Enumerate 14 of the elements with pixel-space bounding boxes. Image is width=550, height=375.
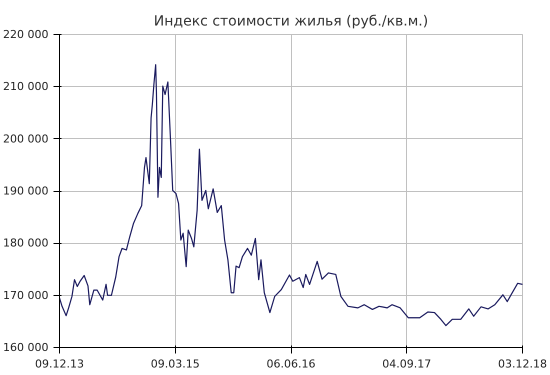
x-tick-label: 09.03.15 <box>150 358 200 370</box>
y-tick-label: 210 000 <box>3 80 49 94</box>
y-tick-label: 200 000 <box>3 132 49 146</box>
x-tick-label: 06.06.16 <box>266 358 316 370</box>
y-tick-label: 190 000 <box>3 184 49 198</box>
y-tick-label: 160 000 <box>3 341 49 354</box>
y-tick-label: 180 000 <box>3 236 49 250</box>
line-series <box>60 64 522 326</box>
y-tick-label: 220 000 <box>3 28 49 41</box>
x-tick-label: 09.12.13 <box>35 358 84 370</box>
x-tick-label: 03.12.18 <box>498 358 547 370</box>
x-tick-label: 04.09.17 <box>382 358 432 370</box>
chart-title: Индекс стоимости жилья (руб./кв.м.) <box>154 14 428 30</box>
y-tick-label: 170 000 <box>3 288 49 302</box>
